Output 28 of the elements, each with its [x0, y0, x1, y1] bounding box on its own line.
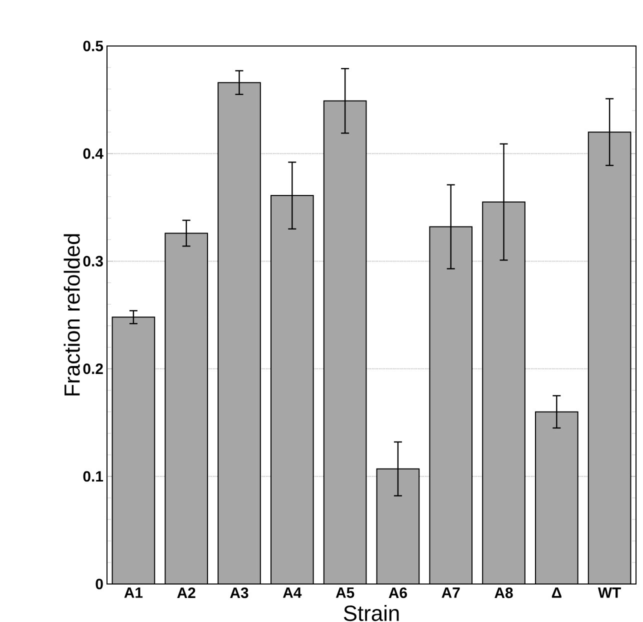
y-tick-label: 0.3 — [83, 256, 103, 266]
y-axis-title: Fraction refolded — [64, 234, 80, 396]
x-tick-label: A8 — [494, 588, 513, 598]
bar — [482, 202, 525, 584]
y-tick-label: 0.5 — [83, 40, 104, 52]
bar — [376, 468, 420, 584]
bar — [112, 317, 155, 584]
bar — [430, 226, 472, 584]
x-tick-label: A1 — [124, 588, 143, 598]
x-tick-label: A3 — [230, 588, 248, 598]
x-tick-label: A5 — [336, 588, 354, 598]
y-tick-label: 0.2 — [83, 364, 103, 374]
y-tick-label: 0.1 — [83, 471, 104, 482]
x-axis-title: Strain — [344, 604, 399, 622]
bar — [165, 233, 208, 584]
x-tick-label: A4 — [282, 588, 302, 598]
bar — [588, 132, 632, 584]
bar — [218, 82, 260, 584]
x-tick-label: A2 — [177, 588, 196, 598]
x-tick-label: WT — [598, 588, 622, 598]
bar — [270, 196, 314, 584]
bar — [324, 100, 366, 584]
x-tick-label: Δ — [552, 588, 562, 598]
x-tick-label: A7 — [442, 588, 460, 598]
bar — [536, 412, 578, 584]
y-tick-label: 0.4 — [83, 148, 104, 159]
x-tick-label: A6 — [388, 588, 407, 598]
y-tick-label: 0 — [96, 578, 103, 590]
